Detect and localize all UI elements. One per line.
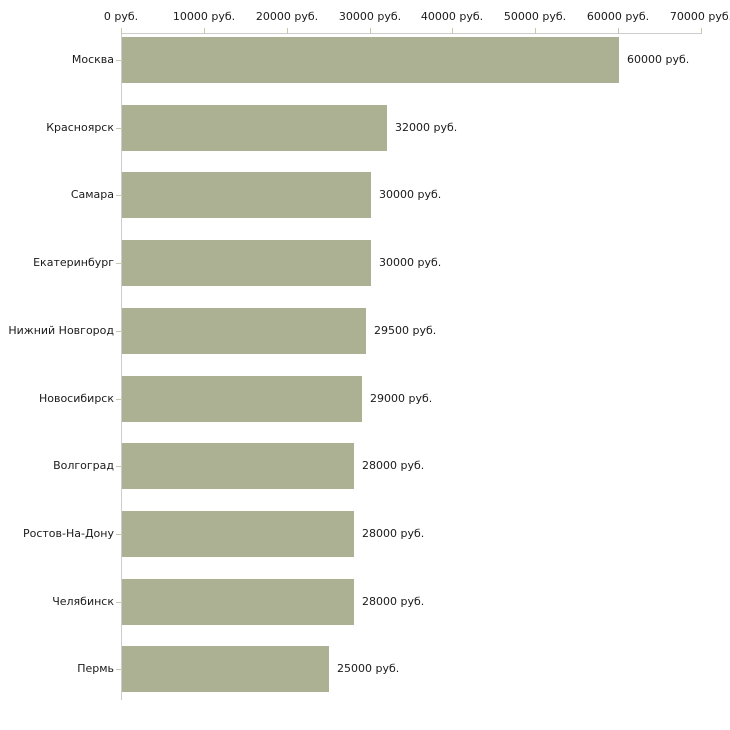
- bar: [122, 172, 371, 218]
- value-label: 25000 руб.: [337, 662, 400, 675]
- x-tick-label: 60000 руб.: [586, 10, 650, 23]
- x-tick-label: 30000 руб.: [338, 10, 402, 23]
- y-tick-mark: [116, 466, 121, 467]
- value-label: 32000 руб.: [395, 121, 458, 134]
- y-tick-mark: [116, 128, 121, 129]
- x-tick-mark: [287, 28, 288, 34]
- category-label: Ростов-На-Дону: [22, 527, 114, 540]
- x-tick-mark: [535, 28, 536, 34]
- bar: [122, 443, 354, 489]
- value-label: 28000 руб.: [362, 595, 425, 608]
- y-tick-mark: [116, 263, 121, 264]
- x-tick-label: 20000 руб.: [255, 10, 319, 23]
- category-label: Пермь: [77, 662, 114, 675]
- value-label: 28000 руб.: [362, 527, 425, 540]
- y-tick-mark: [116, 669, 121, 670]
- x-tick-mark: [452, 28, 453, 34]
- category-label: Самара: [70, 188, 114, 201]
- bar: [122, 646, 329, 692]
- category-label: Волгоград: [53, 459, 114, 472]
- value-label: 28000 руб.: [362, 459, 425, 472]
- category-label: Новосибирск: [38, 392, 114, 405]
- y-tick-mark: [116, 399, 121, 400]
- y-tick-mark: [116, 60, 121, 61]
- y-tick-mark: [116, 331, 121, 332]
- x-tick-label: 0 руб.: [103, 10, 139, 23]
- bar: [122, 376, 362, 422]
- value-label: 30000 руб.: [379, 188, 442, 201]
- category-label: Москва: [71, 53, 114, 66]
- bar: [122, 105, 387, 151]
- x-tick-mark: [121, 28, 122, 34]
- bar: [122, 308, 366, 354]
- x-tick-label: 50000 руб.: [503, 10, 567, 23]
- x-axis-line: [121, 33, 702, 34]
- value-label: 29000 руб.: [370, 392, 433, 405]
- x-tick-label: 10000 руб.: [172, 10, 236, 23]
- y-axis-line: [121, 33, 122, 700]
- bar: [122, 240, 371, 286]
- y-tick-mark: [116, 602, 121, 603]
- x-tick-label: 40000 руб.: [420, 10, 484, 23]
- bar: [122, 37, 619, 83]
- x-tick-mark: [701, 28, 702, 34]
- category-label: Екатеринбург: [33, 256, 114, 269]
- value-label: 30000 руб.: [379, 256, 442, 269]
- x-tick-mark: [618, 28, 619, 34]
- category-label: Челябинск: [52, 595, 114, 608]
- x-tick-mark: [204, 28, 205, 34]
- x-tick-mark: [370, 28, 371, 34]
- bar: [122, 579, 354, 625]
- y-tick-mark: [116, 534, 121, 535]
- y-tick-mark: [116, 195, 121, 196]
- value-label: 60000 руб.: [627, 53, 690, 66]
- category-label: Красноярск: [46, 121, 114, 134]
- bar: [122, 511, 354, 557]
- category-label: Нижний Новгород: [8, 324, 114, 337]
- value-label: 29500 руб.: [374, 324, 437, 337]
- x-tick-label: 70000 руб.: [669, 10, 730, 23]
